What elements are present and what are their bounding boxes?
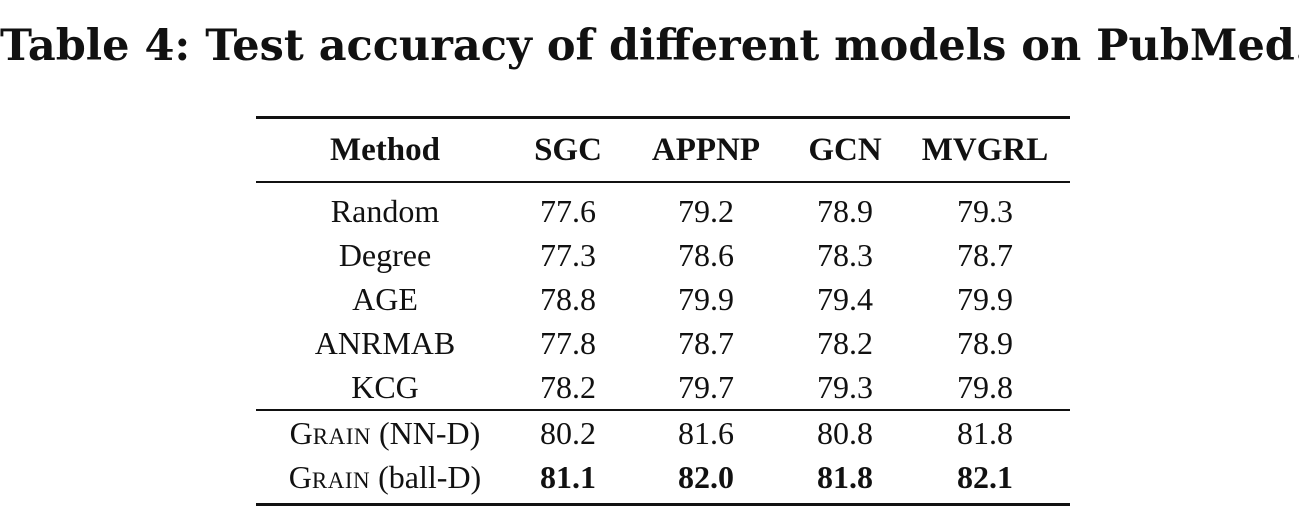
- method-smallcaps: RAIN: [312, 423, 372, 449]
- method-cell: GRAIN (ball-D): [256, 455, 514, 505]
- value-cell: 78.9: [817, 192, 873, 229]
- best-value-cell: 81.8: [817, 458, 873, 495]
- value-cell: 78.8: [540, 280, 596, 317]
- header-method: Method: [330, 131, 440, 168]
- table-row: ANRMAB 77.8 78.7 78.2 78.9: [256, 321, 1070, 365]
- header-appnp: APPNP: [651, 131, 761, 168]
- table-row: AGE 78.8 79.9 79.4 79.9: [256, 277, 1070, 321]
- value-cell: 79.4: [817, 280, 873, 317]
- method-initial: G: [289, 414, 313, 451]
- value-cell: 81.8: [957, 414, 1013, 451]
- value-cell: 78.2: [817, 324, 873, 361]
- value-cell: 77.8: [540, 324, 596, 361]
- value-cell: 77.6: [540, 192, 596, 229]
- value-cell: 78.3: [817, 236, 873, 273]
- value-cell: 80.2: [540, 414, 596, 451]
- method-initial: G: [288, 458, 312, 495]
- table-row: GRAIN (ball-D) 81.1 82.0 81.8 82.1: [256, 455, 1070, 505]
- header-sgc: SGC: [534, 131, 602, 168]
- method-cell: KCG: [351, 368, 419, 405]
- results-table: Method SGC APPNP GCN MVGRL Random 77.6 7…: [256, 116, 1070, 506]
- method-cell: Random: [330, 192, 440, 229]
- method-cell: ANRMAB: [314, 324, 456, 361]
- table-row: KCG 78.2 79.7 79.3 79.8: [256, 365, 1070, 410]
- method-suffix: (NN-D): [371, 414, 481, 451]
- value-cell: 78.2: [540, 368, 596, 405]
- header-gcn: GCN: [808, 131, 882, 168]
- value-cell: 78.6: [678, 236, 734, 273]
- header-row: Method SGC APPNP GCN MVGRL: [256, 117, 1070, 182]
- value-cell: 79.9: [678, 280, 734, 317]
- value-cell: 79.3: [957, 192, 1013, 229]
- value-cell: 79.2: [678, 192, 734, 229]
- method-cell: GRAIN (NN-D): [256, 410, 514, 455]
- value-cell: 78.7: [678, 324, 734, 361]
- value-cell: 78.9: [957, 324, 1013, 361]
- header-mvgrl: MVGRL: [921, 131, 1049, 168]
- value-cell: 79.7: [678, 368, 734, 405]
- best-value-cell: 81.1: [540, 458, 596, 495]
- table-caption: Table 4: Test accuracy of different mode…: [0, 21, 1299, 71]
- method-smallcaps: RAIN: [311, 467, 371, 493]
- table-row: Random 77.6 79.2 78.9 79.3: [256, 182, 1070, 233]
- table-row: Degree 77.3 78.6 78.3 78.7: [256, 233, 1070, 277]
- best-value-cell: 82.0: [678, 458, 734, 495]
- method-cell: Degree: [338, 236, 432, 273]
- value-cell: 79.3: [817, 368, 873, 405]
- value-cell: 79.9: [957, 280, 1013, 317]
- method-cell: AGE: [352, 280, 418, 317]
- value-cell: 77.3: [540, 236, 596, 273]
- best-value-cell: 82.1: [957, 458, 1013, 495]
- value-cell: 79.8: [957, 368, 1013, 405]
- value-cell: 80.8: [817, 414, 873, 451]
- method-suffix: (ball-D): [370, 458, 482, 495]
- value-cell: 78.7: [957, 236, 1013, 273]
- value-cell: 81.6: [678, 414, 734, 451]
- table-row: GRAIN (NN-D) 80.2 81.6 80.8 81.8: [256, 410, 1070, 455]
